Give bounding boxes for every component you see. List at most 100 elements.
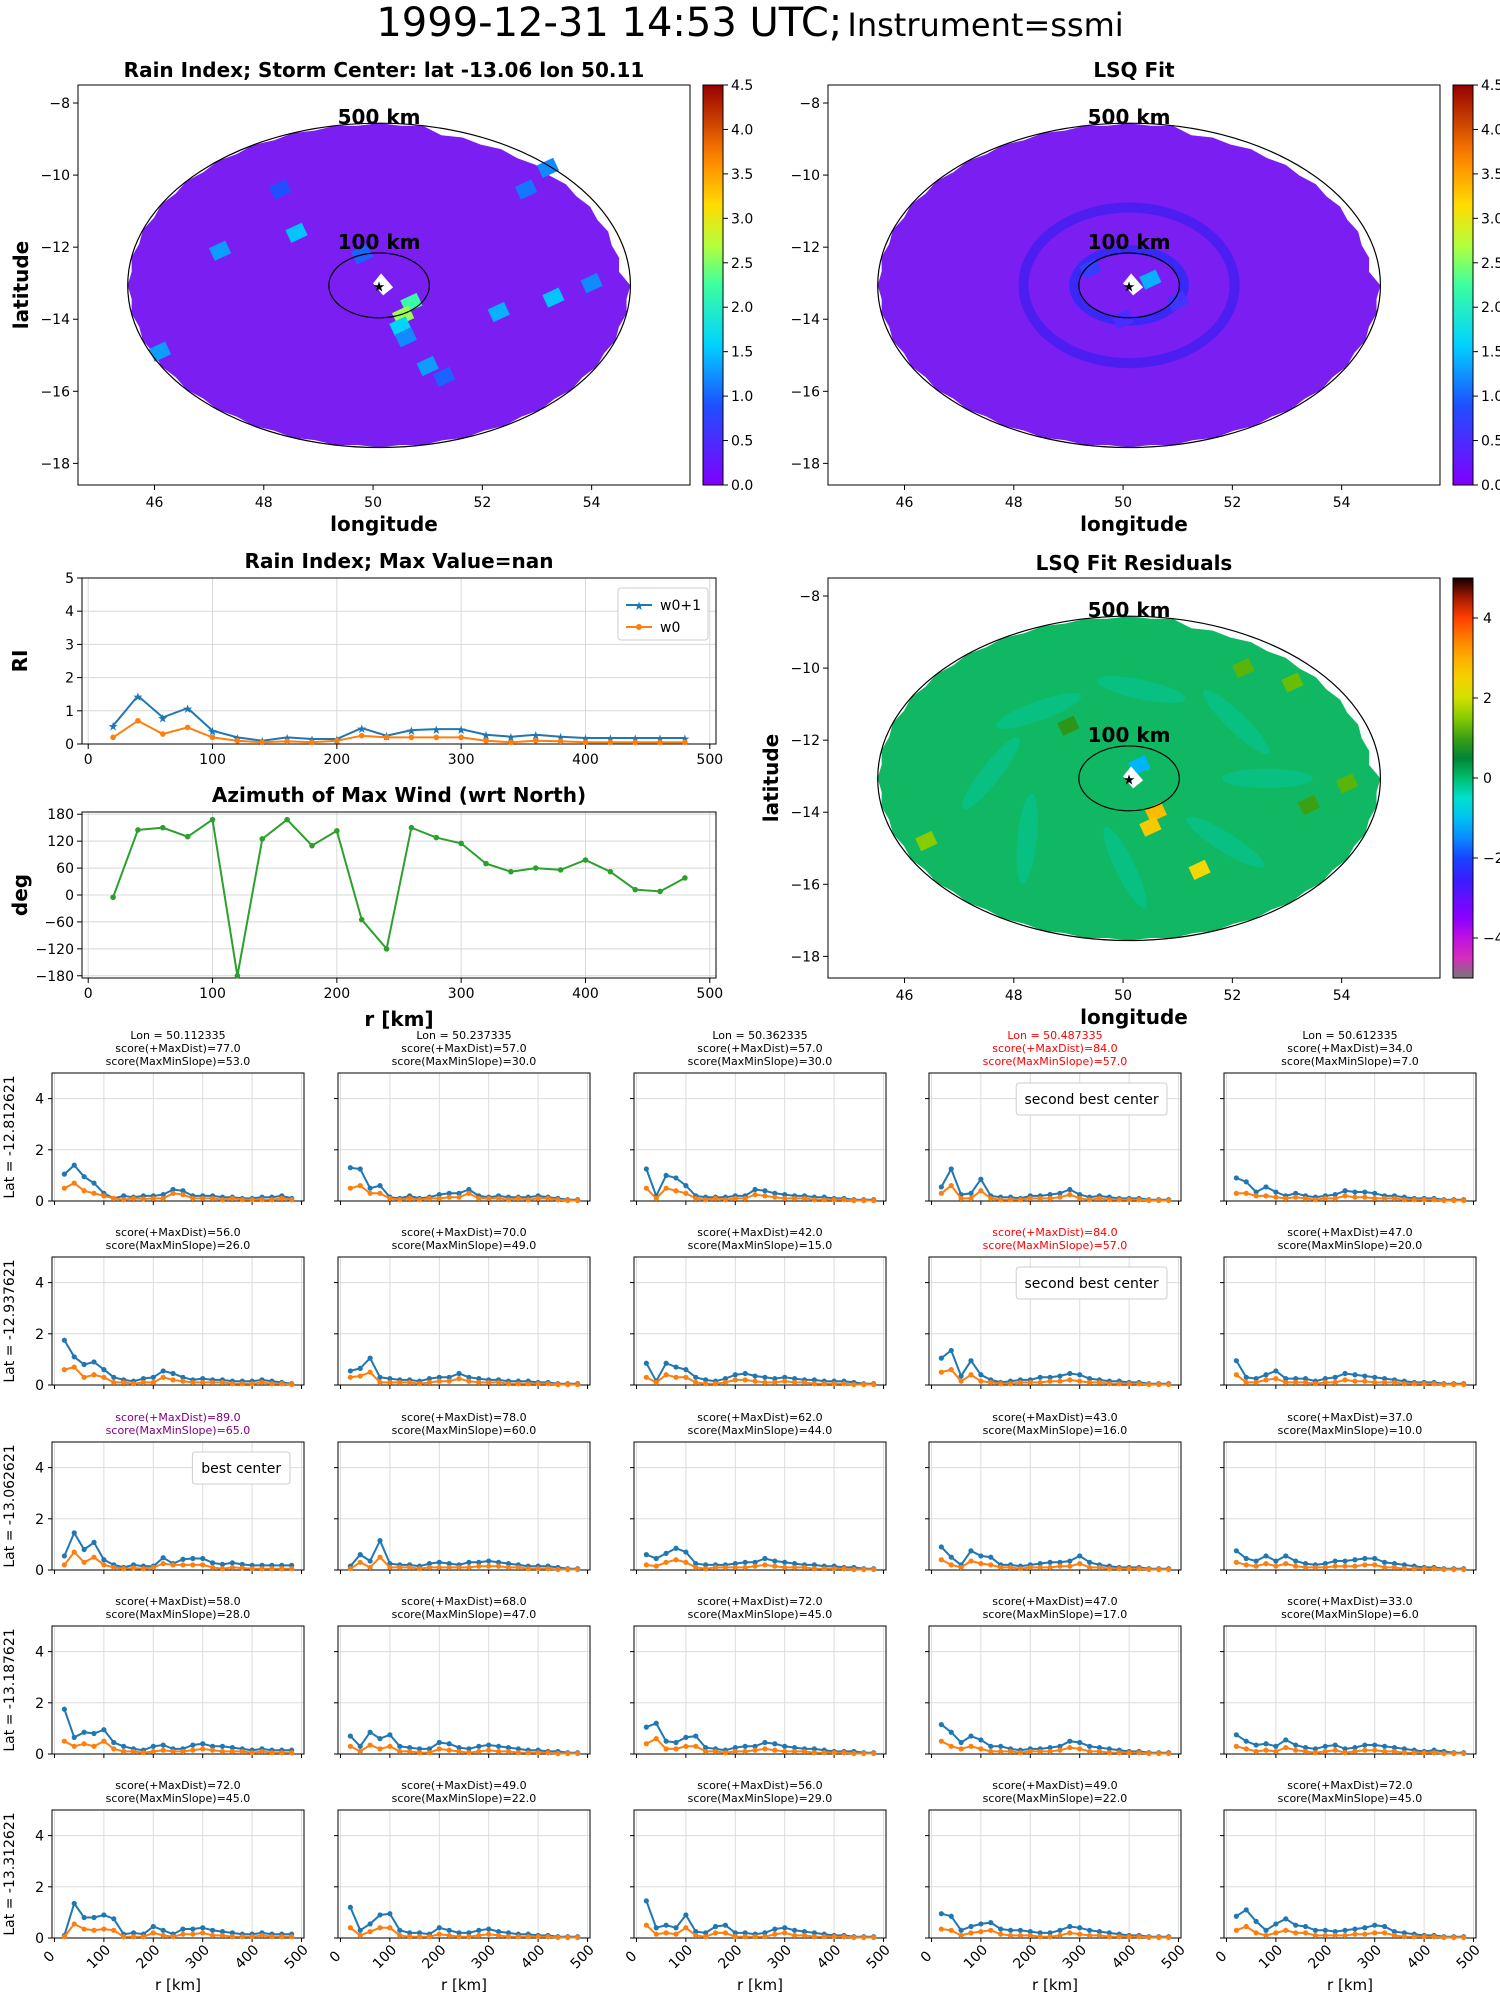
- axes-frame: [337, 1441, 591, 1571]
- mini-data-point: [150, 1379, 156, 1386]
- mini-data-point: [762, 1934, 768, 1940]
- mini-data-point: [190, 1379, 196, 1386]
- mini-data-point: [938, 1926, 944, 1932]
- mini-data-point: [1253, 1558, 1259, 1564]
- mini-title-score-maxdist: score(+MaxDist)=72.0: [697, 1595, 822, 1608]
- mini-data-point: [1007, 1932, 1014, 1939]
- mini-data-point: [988, 1927, 994, 1933]
- mini-data-point: [1057, 1373, 1063, 1379]
- mini-data-point: [160, 1195, 166, 1202]
- mini-data-point: [289, 1197, 295, 1203]
- mini-data-point: [1381, 1748, 1388, 1755]
- data-point: [284, 738, 290, 745]
- mini-data-point: [505, 1934, 512, 1940]
- mini-data-point: [811, 1381, 817, 1387]
- mini-data-point: [1411, 1934, 1417, 1940]
- mini-data-point: [219, 1929, 226, 1935]
- mini-data-point: [239, 1381, 245, 1387]
- mini-data-point: [1302, 1923, 1309, 1930]
- mini-data-point: [841, 1566, 847, 1572]
- mini-data-point: [978, 1372, 984, 1378]
- mini-data-point: [466, 1186, 472, 1193]
- mini-data-point: [1263, 1184, 1269, 1190]
- annotation-text: second best center: [1025, 1276, 1159, 1292]
- mini-data-point: [851, 1566, 857, 1573]
- mini-data-point: [683, 1734, 689, 1740]
- mini-data-point: [1461, 1197, 1467, 1204]
- mini-data-point: [968, 1743, 974, 1749]
- mini-data-point: [535, 1566, 541, 1572]
- mini-data-point: [140, 1379, 147, 1386]
- mini-data-point: [948, 1743, 954, 1749]
- mini-data-point: [249, 1934, 255, 1940]
- mini-data-point: [1401, 1934, 1407, 1940]
- mini-data-point: [357, 1559, 363, 1565]
- mini-data-point: [998, 1197, 1004, 1203]
- mini-title-score-maxminslope: score(MaxMinSlope)=57.0: [983, 1055, 1128, 1068]
- data-point-star: ★: [580, 732, 591, 746]
- mini-data-point: [722, 1379, 729, 1386]
- mini-data-point: [1263, 1927, 1269, 1933]
- mini-data-point: [525, 1934, 531, 1940]
- data-point: [358, 732, 365, 739]
- mini-data-point: [446, 1741, 452, 1747]
- mini-data-point: [703, 1381, 709, 1387]
- mini-data-point: [772, 1190, 778, 1196]
- mini-data-point: [347, 1368, 353, 1374]
- mini-data-point: [1293, 1376, 1299, 1382]
- mini-data-point: [742, 1559, 748, 1565]
- mini-data-point: [791, 1379, 798, 1386]
- x-tick-label: 100: [666, 1942, 696, 1972]
- y-tick-label: −10: [790, 661, 820, 677]
- mini-data-point: [1421, 1934, 1427, 1940]
- mini-data-point: [1057, 1194, 1063, 1200]
- mini-data-point: [81, 1546, 87, 1553]
- mini-data-point: [1451, 1381, 1457, 1388]
- mini-data-point: [782, 1374, 788, 1380]
- x-tick-label: 100: [1256, 1942, 1286, 1972]
- mini-data-point: [495, 1379, 502, 1386]
- mini-data-point: [1391, 1195, 1398, 1202]
- mini-data-point: [229, 1745, 235, 1751]
- mini-data-point: [466, 1934, 472, 1940]
- y-tick-label: −16: [790, 384, 820, 400]
- x-tick-label: 300: [1355, 1942, 1385, 1972]
- mini-data-point: [1283, 1745, 1289, 1751]
- mini-plot: Lon = 50.612335score(+MaxDist)=34.0score…: [1220, 1029, 1477, 1205]
- mini-data-point: [377, 1746, 383, 1752]
- mini-data-point: [1086, 1748, 1093, 1755]
- mini-data-point: [289, 1750, 295, 1756]
- data-point: [433, 734, 440, 741]
- mini-data-point: [1352, 1557, 1358, 1563]
- legend-label: w0+1: [660, 598, 701, 614]
- mini-data-point: [456, 1190, 462, 1196]
- heat-cell: [1281, 672, 1304, 693]
- mini-data-point: [1342, 1370, 1348, 1377]
- mini-data-point: [683, 1912, 689, 1918]
- x-tick-label: 50: [1114, 988, 1132, 1004]
- mini-title-score-maxdist: score(+MaxDist)=57.0: [401, 1042, 526, 1055]
- y-tick-label: 4: [35, 1092, 44, 1108]
- mini-data-point: [111, 1374, 117, 1380]
- mini-data-point: [81, 1729, 87, 1735]
- mini-data-point: [466, 1190, 472, 1196]
- mini-data-point: [180, 1556, 186, 1562]
- mini-data-point: [140, 1934, 147, 1940]
- mini-data-point: [1126, 1197, 1132, 1203]
- mini-data-point: [180, 1378, 186, 1384]
- mini-data-point: [762, 1379, 768, 1386]
- x-tick-label: 0: [1213, 1948, 1231, 1966]
- mini-data-point: [1362, 1194, 1368, 1200]
- mini-data-point: [1283, 1379, 1289, 1386]
- mini-data-point: [772, 1376, 778, 1382]
- mini-data-point: [752, 1192, 758, 1198]
- mini-data-point: [762, 1188, 768, 1194]
- heat-cell: [1335, 773, 1359, 794]
- map-ylabel: latitude: [759, 734, 783, 822]
- mini-data-point: [938, 1721, 944, 1728]
- mini-data-point: [1156, 1750, 1162, 1757]
- mini-data-point: [190, 1562, 196, 1568]
- heat-cell: [542, 287, 565, 308]
- y-tick-label: 0: [35, 1931, 44, 1947]
